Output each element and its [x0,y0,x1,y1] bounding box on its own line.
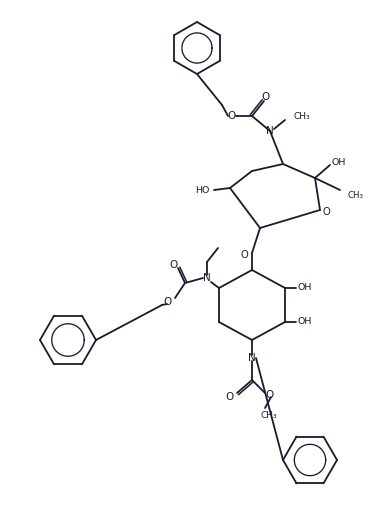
Text: OH: OH [298,283,312,293]
Text: O: O [164,297,172,307]
Text: O: O [226,392,234,402]
Text: CH₃: CH₃ [294,112,310,121]
Text: N: N [266,126,274,136]
Text: CH₃: CH₃ [348,191,364,199]
Text: HO: HO [196,186,210,195]
Text: O: O [169,260,177,270]
Text: O: O [228,111,236,121]
Text: O: O [262,92,270,102]
Text: N: N [203,273,211,283]
Text: O: O [240,250,248,260]
Text: O: O [322,207,330,217]
Text: CH₃: CH₃ [261,412,277,420]
Text: O: O [266,390,274,400]
Text: N: N [248,353,256,363]
Text: OH: OH [298,317,312,327]
Text: OH: OH [332,158,347,166]
